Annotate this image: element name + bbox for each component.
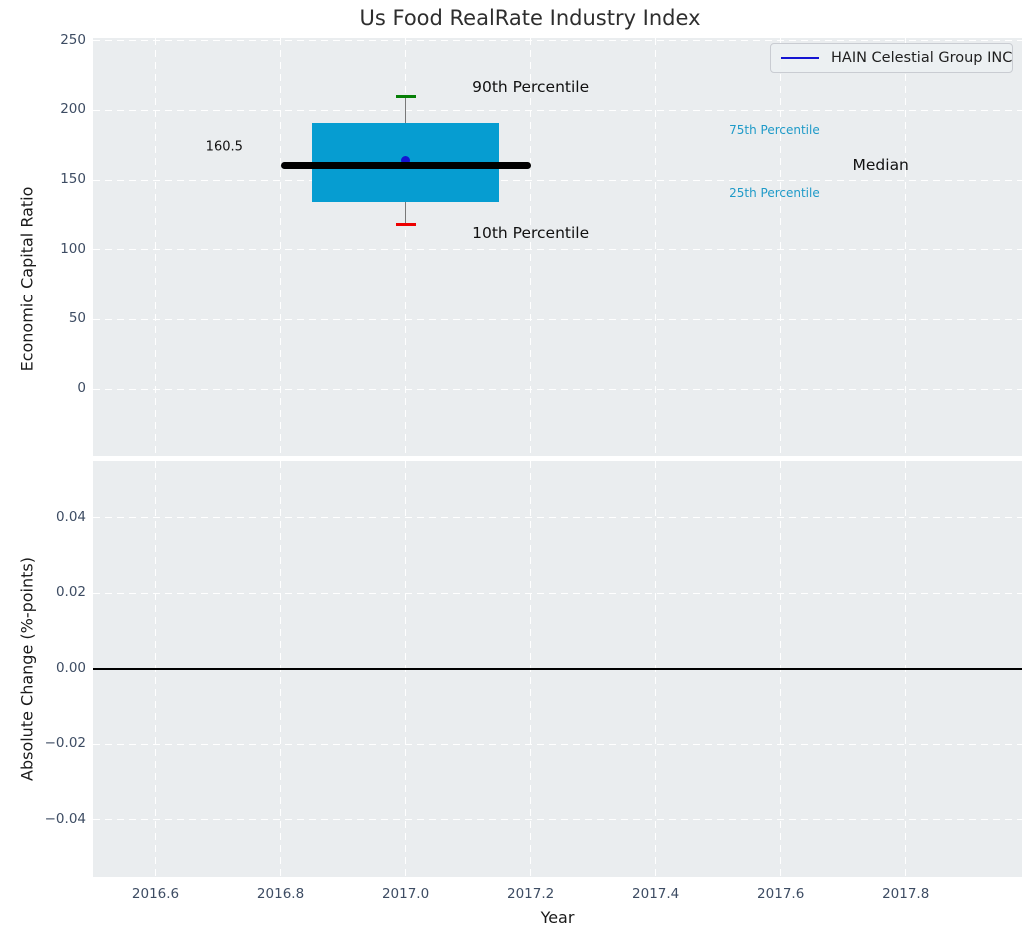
y-tick-label: 0.04 — [55, 508, 86, 525]
x-tick-label: 2017.6 — [757, 886, 805, 902]
gridline-vertical — [905, 38, 907, 456]
zero-line — [93, 667, 1022, 670]
whisker-cap-90 — [395, 95, 416, 99]
gridline-horizontal — [93, 109, 1022, 111]
y-tick-label: 0.00 — [55, 659, 86, 676]
legend-line-sample — [781, 57, 819, 59]
gridline-vertical — [655, 38, 657, 456]
x-tick-label: 2016.6 — [131, 886, 180, 902]
gridline-horizontal — [93, 517, 1022, 519]
gridline-vertical — [280, 38, 282, 456]
y-tick-label: 50 — [68, 310, 86, 327]
annotation-10th-percentile: 10th Percentile — [472, 224, 590, 243]
gridline-horizontal — [93, 388, 1022, 390]
gridline-vertical — [155, 38, 157, 456]
annotation-75th-percentile: 75th Percentile — [729, 122, 820, 137]
annotation-160-5: 160.5 — [205, 139, 243, 155]
y-tick-label: 250 — [60, 31, 86, 48]
y-tick-label: 0.02 — [55, 584, 86, 601]
gridline-horizontal — [93, 179, 1022, 181]
gridline-vertical — [405, 38, 407, 456]
median-line — [280, 161, 531, 169]
annotation-25th-percentile: 25th Percentile — [729, 185, 820, 200]
x-tick-label: 2016.8 — [256, 886, 305, 902]
data-point-hain — [401, 156, 411, 166]
y-tick-label: 100 — [60, 240, 86, 257]
gridline-horizontal — [93, 249, 1022, 251]
x-tick-label: 2017.8 — [882, 886, 930, 902]
legend-label: HAIN Celestial Group INC — [831, 50, 1013, 66]
whisker-cap-10 — [395, 222, 416, 226]
y-tick-label: 150 — [60, 171, 86, 188]
gridline-vertical — [780, 38, 782, 456]
gridline-horizontal — [93, 743, 1022, 745]
x-tick-label: 2017.2 — [506, 886, 555, 902]
gridline-vertical — [530, 38, 532, 456]
chart-title: Us Food RealRate Industry Index — [359, 6, 701, 30]
annotation-median: Median — [852, 155, 909, 174]
top-subplot — [93, 38, 1022, 456]
gridline-horizontal — [93, 592, 1022, 594]
x-tick-label: 2017.0 — [381, 886, 430, 902]
x-tick-label: 2017.4 — [632, 886, 680, 902]
y-tick-label: −0.04 — [44, 810, 86, 827]
gridline-horizontal — [93, 819, 1022, 821]
gridline-horizontal — [93, 318, 1022, 320]
y-tick-label: 200 — [60, 101, 86, 118]
x-axis-label: Year — [540, 908, 575, 927]
annotation-90th-percentile: 90th Percentile — [472, 77, 590, 96]
y-tick-label: 0 — [77, 380, 86, 397]
legend: HAIN Celestial Group INC — [770, 43, 1013, 73]
y-axis-label-top: Economic Capital Ratio — [17, 186, 37, 372]
bottom-subplot — [93, 461, 1022, 877]
y-tick-label: −0.02 — [44, 735, 86, 752]
gridline-horizontal — [93, 40, 1022, 42]
